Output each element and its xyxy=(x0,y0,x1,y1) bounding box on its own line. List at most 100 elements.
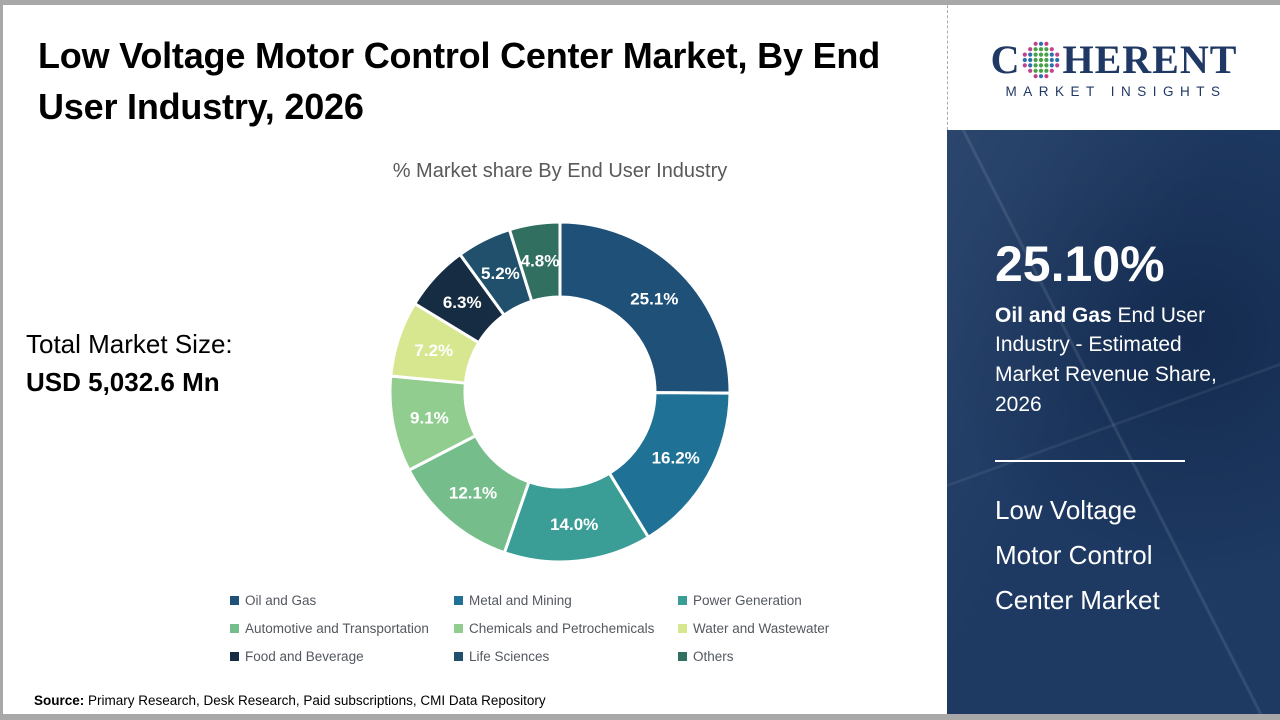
legend-marker-chemicals-and-petrochemicals xyxy=(454,624,463,633)
legend-label-metal-and-mining: Metal and Mining xyxy=(469,593,572,608)
brand-letters-rest: HERENT xyxy=(1062,36,1238,82)
slice-label-food-and-beverage: 6.3% xyxy=(443,293,482,312)
sidebar-body: 25.10% Oil and Gas End User Industry - E… xyxy=(947,130,1280,720)
sidebar-divider xyxy=(995,459,1185,462)
slice-label-life-sciences: 5.2% xyxy=(481,264,520,283)
globe-dot xyxy=(1055,62,1060,67)
globe-dot xyxy=(1033,68,1039,73)
globe-dot xyxy=(1044,68,1049,73)
slice-label-power-generation: 14.0% xyxy=(550,515,598,534)
globe-dot xyxy=(1028,52,1033,57)
slice-label-chemicals-and-petrochemicals: 9.1% xyxy=(410,408,449,427)
total-market-size: Total Market Size: USD 5,032.6 Mn xyxy=(26,326,233,401)
legend-marker-food-and-beverage xyxy=(230,652,239,661)
slice-label-others: 4.8% xyxy=(521,252,560,271)
donut-chart-svg: 25.1% 16.2% 14.0% 12.1% 9.1% 7.2% 6.3% 5.2%4.8% xyxy=(388,220,732,564)
globe-dot xyxy=(1050,68,1055,73)
globe-dot xyxy=(1033,62,1039,67)
legend-item-metal-and-mining: Metal and Mining xyxy=(454,593,678,608)
globe-dot xyxy=(1028,46,1033,51)
globe-dot xyxy=(1028,62,1033,67)
globe-dot xyxy=(1033,73,1039,78)
legend-label-life-sciences: Life Sciences xyxy=(469,649,550,664)
globe-dot xyxy=(1044,73,1049,78)
legend-marker-power-generation xyxy=(678,596,687,605)
total-market-value: USD 5,032.6 Mn xyxy=(26,366,220,397)
slice-label-metal-and-mining: 16.2% xyxy=(652,449,700,468)
highlight-percentage: 25.10% xyxy=(995,236,1165,292)
globe-dot xyxy=(1044,46,1049,51)
globe-dot xyxy=(1044,41,1049,46)
globe-dot xyxy=(1050,46,1055,51)
legend-item-power-generation: Power Generation xyxy=(678,593,854,608)
globe-dot xyxy=(1050,52,1055,57)
page-border-top xyxy=(0,0,1280,5)
legend-label-automotive-and-transportation: Automotive and Transportation xyxy=(245,621,429,636)
highlight-description-rest: End User Industry - Estimated Market Rev… xyxy=(995,303,1217,416)
pie-slice-others xyxy=(508,220,562,303)
globe-dot xyxy=(1039,41,1044,46)
globe-dot xyxy=(1044,52,1049,57)
globe-dot xyxy=(1033,57,1039,62)
legend-marker-life-sciences xyxy=(454,652,463,661)
legend-item-automotive-and-transportation: Automotive and Transportation xyxy=(230,621,454,636)
brand-letter-c: C xyxy=(990,36,1021,82)
legend-label-power-generation: Power Generation xyxy=(693,593,802,608)
globe-dot xyxy=(1033,41,1039,46)
globe-dot xyxy=(1050,62,1055,67)
legend-label-chemicals-and-petrochemicals: Chemicals and Petrochemicals xyxy=(469,621,655,636)
globe-dot xyxy=(1028,57,1033,62)
globe-dot xyxy=(1050,57,1055,62)
globe-dot xyxy=(1033,52,1039,57)
globe-dot xyxy=(1023,62,1028,67)
legend-item-oil-and-gas: Oil and Gas xyxy=(230,593,454,608)
brand-tagline: MARKET INSIGHTS xyxy=(1005,83,1227,99)
globe-dot xyxy=(1039,46,1044,51)
legend-label-oil-and-gas: Oil and Gas xyxy=(245,593,317,608)
source-label: Source: xyxy=(34,693,85,708)
globe-dot xyxy=(1039,57,1044,62)
legend-label-water-and-wastewater: Water and Wastewater xyxy=(693,621,830,636)
globe-dot xyxy=(1039,68,1044,73)
sidebar: C HERENT MARKET INSIGHTS 25.10% Oil and … xyxy=(947,0,1280,720)
legend-item-food-and-beverage: Food and Beverage xyxy=(230,649,454,664)
globe-dot xyxy=(1055,52,1060,57)
page-border-bottom xyxy=(0,714,1280,720)
sidebar-market-name: Low Voltage Motor Control Center Market xyxy=(995,494,1160,615)
brand-logo: C HERENT MARKET INSIGHTS xyxy=(947,0,1280,130)
page-title: Low Voltage Motor Control Center Market,… xyxy=(38,35,880,128)
globe-dot xyxy=(1023,57,1028,62)
brand-wordmark: C HERENT xyxy=(990,36,1238,82)
total-market-label: Total Market Size: xyxy=(26,329,233,359)
chart-legend: Oil and Gas Metal and Mining Power Generat… xyxy=(230,593,854,664)
globe-dot xyxy=(1055,57,1060,62)
legend-item-water-and-wastewater: Water and Wastewater xyxy=(678,621,854,636)
chart-subtitle: % Market share By End User Industry xyxy=(392,160,728,182)
globe-dot xyxy=(1044,57,1049,62)
legend-item-chemicals-and-petrochemicals: Chemicals and Petrochemicals xyxy=(454,621,678,636)
globe-dot xyxy=(1023,52,1028,57)
source-text: Primary Research, Desk Research, Paid su… xyxy=(84,693,546,708)
legend-marker-oil-and-gas xyxy=(230,596,239,605)
slice-label-oil-and-gas: 25.1% xyxy=(630,289,678,308)
highlight-segment-name: Oil and Gas xyxy=(995,303,1112,327)
globe-dot xyxy=(1039,52,1044,57)
slice-label-automotive-and-transportation: 12.1% xyxy=(449,484,497,503)
slice-label-water-and-wastewater: 7.2% xyxy=(414,341,453,360)
legend-marker-metal-and-mining xyxy=(454,596,463,605)
globe-dot xyxy=(1033,46,1039,51)
legend-item-others: Others xyxy=(678,649,854,664)
globe-dot xyxy=(1028,68,1033,73)
legend-label-food-and-beverage: Food and Beverage xyxy=(245,649,364,664)
highlight-description: Oil and Gas End User Industry - Estimate… xyxy=(995,301,1240,420)
legend-marker-others xyxy=(678,652,687,661)
legend-marker-automotive-and-transportation xyxy=(230,624,239,633)
page-border-left xyxy=(0,0,3,720)
legend-marker-water-and-wastewater xyxy=(678,624,687,633)
pie-slice-oil-and-gas xyxy=(558,220,732,395)
legend-label-others: Others xyxy=(693,649,734,664)
legend-item-life-sciences: Life Sciences xyxy=(454,649,678,664)
globe-dot xyxy=(1044,62,1049,67)
donut-chart: 25.1% 16.2% 14.0% 12.1% 9.1% 7.2% 6.3% 5.2% 4.8% xyxy=(370,202,750,582)
